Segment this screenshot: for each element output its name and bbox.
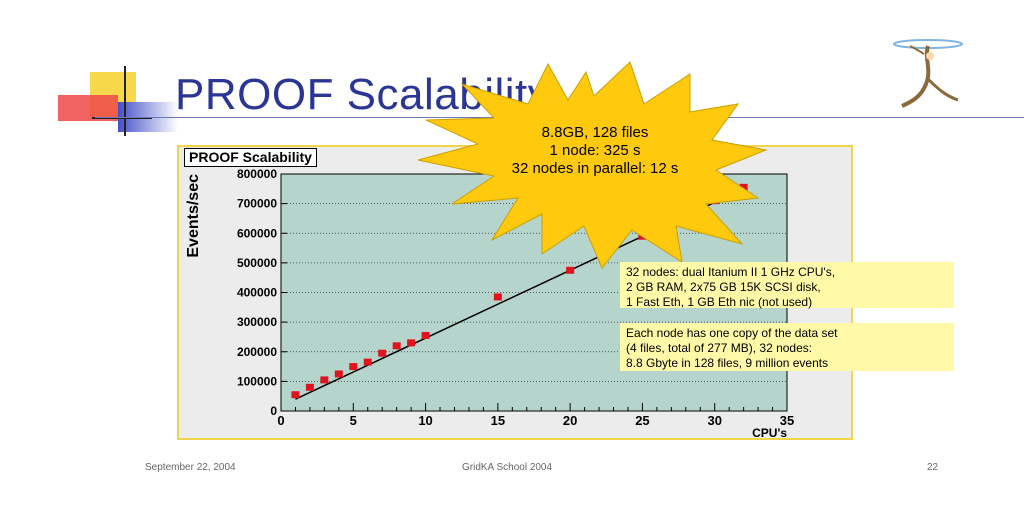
chart-title: PROOF Scalability xyxy=(184,148,317,167)
data-point xyxy=(291,391,300,399)
y-tick-label: 300000 xyxy=(237,315,277,329)
note-line: 2 GB RAM, 2x75 GB 15K SCSI disk, xyxy=(626,280,821,294)
hardware-note: 32 nodes: dual Itanium II 1 GHz CPU's, 2… xyxy=(620,262,954,309)
callout-line: 1 node: 325 s xyxy=(549,142,641,159)
note-line: 8.8 Gbyte in 128 files, 9 million events xyxy=(626,356,829,370)
callout-line: 8.8GB, 128 files xyxy=(541,124,649,141)
x-tick-label: 35 xyxy=(780,413,794,428)
footer-page-number: 22 xyxy=(927,462,939,473)
y-tick-label: 800000 xyxy=(237,167,277,181)
y-tick-label: 400000 xyxy=(237,286,277,300)
y-axis-label: Events/sec xyxy=(185,174,202,258)
data-point xyxy=(392,342,401,350)
y-tick-label: 600000 xyxy=(237,226,277,240)
note-line: (4 files, total of 277 MB), 32 nodes: xyxy=(626,341,813,355)
callout-text: 8.8GB, 128 files 1 node: 325 s 32 nodes … xyxy=(430,124,760,178)
x-tick-label: 5 xyxy=(350,413,357,428)
x-tick-label: 20 xyxy=(563,413,577,428)
data-point xyxy=(320,376,329,384)
dataset-note: Each node has one copy of the data set (… xyxy=(620,323,954,371)
data-point xyxy=(421,331,430,339)
y-tick-label: 500000 xyxy=(237,256,277,270)
x-tick-label: 25 xyxy=(635,413,649,428)
data-point xyxy=(566,266,575,274)
data-point xyxy=(739,183,748,191)
logo-red-block xyxy=(58,95,118,121)
y-tick-label: 700000 xyxy=(237,197,277,211)
y-tick-label: 200000 xyxy=(237,345,277,359)
callout-line: 32 nodes in parallel: 12 s xyxy=(511,160,679,177)
note-line: 32 nodes: dual Itanium II 1 GHz CPU's, xyxy=(626,265,836,279)
data-point xyxy=(493,293,502,301)
x-tick-label: 15 xyxy=(491,413,505,428)
data-point xyxy=(349,363,358,371)
callout-star-shape xyxy=(417,61,768,269)
data-point xyxy=(407,339,416,347)
x-tick-label: 30 xyxy=(707,413,721,428)
logo-vertical-line xyxy=(124,66,126,136)
y-tick-label: 0 xyxy=(270,404,277,418)
logo-horizontal-line xyxy=(92,117,152,119)
tree-logo-icon xyxy=(893,39,963,108)
x-axis-label: CPU's xyxy=(752,426,787,440)
y-tick-label: 100000 xyxy=(237,374,277,388)
data-point xyxy=(378,349,387,357)
footer-event: GridKA School 2004 xyxy=(462,462,553,473)
x-tick-label: 10 xyxy=(418,413,432,428)
x-tick-label: 0 xyxy=(277,413,284,428)
note-line: 1 Fast Eth, 1 GB Eth nic (not used) xyxy=(626,295,813,309)
footer-date: September 22, 2004 xyxy=(145,462,236,473)
data-point xyxy=(363,358,372,366)
note-line: Each node has one copy of the data set xyxy=(626,326,838,340)
data-point xyxy=(305,383,314,391)
data-point xyxy=(334,370,343,378)
